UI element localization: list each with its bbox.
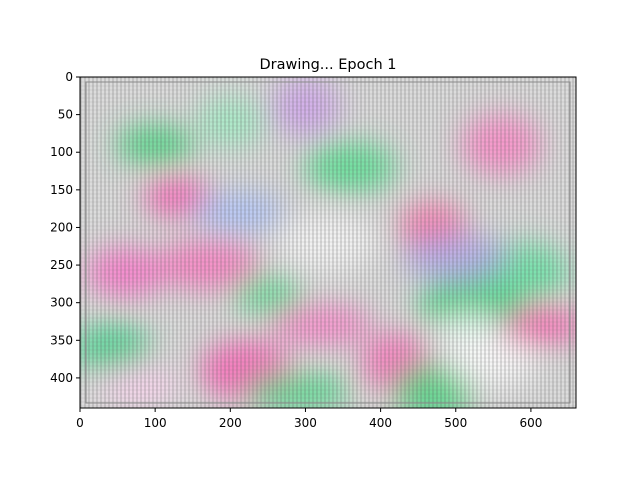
axes-frame [79, 76, 577, 409]
inner-border [85, 81, 571, 404]
y-tick-label: 250 [50, 258, 73, 272]
hatch-texture [80, 77, 576, 408]
y-tick-label: 300 [50, 296, 73, 310]
x-tick-label: 200 [219, 416, 242, 430]
y-tick-label: 100 [50, 145, 73, 159]
x-tick-label: 600 [519, 416, 542, 430]
x-tick-label: 300 [294, 416, 317, 430]
x-tick-label: 0 [76, 416, 84, 430]
y-axis: 0 50 100 150 200 250 300 350 400 [50, 70, 80, 385]
y-tick-label: 0 [65, 70, 73, 84]
y-tick-label: 150 [50, 183, 73, 197]
y-tick-label: 200 [50, 220, 73, 234]
y-tick-label: 50 [58, 108, 73, 122]
x-tick-label: 500 [444, 416, 467, 430]
y-tick-label: 350 [50, 333, 73, 347]
x-tick-label: 400 [369, 416, 392, 430]
x-tick-label: 100 [144, 416, 167, 430]
plot-area [80, 77, 576, 408]
chart-title: Drawing... Epoch 1 [260, 57, 397, 73]
y-tick-label: 400 [50, 371, 73, 385]
x-axis: 0 100 200 300 400 500 600 [76, 408, 542, 430]
